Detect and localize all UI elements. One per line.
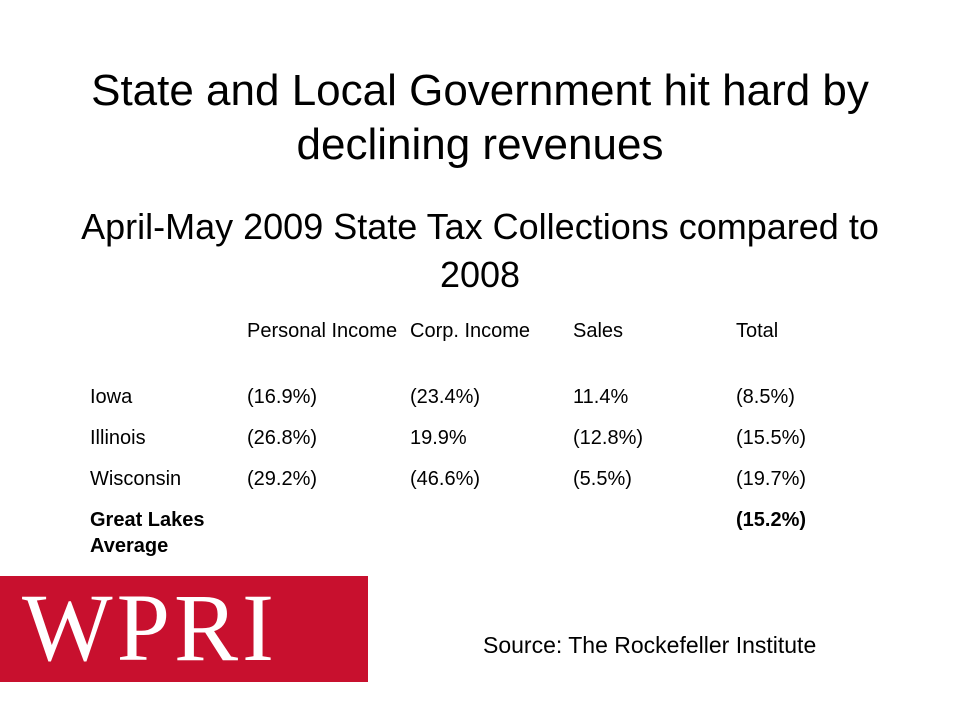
cell-state: Great Lakes Average: [90, 509, 205, 557]
cell-sales: [567, 503, 730, 559]
header-state: [84, 314, 241, 380]
cell-total: (19.7%): [736, 468, 807, 490]
cell-total: (8.5%): [736, 386, 795, 408]
cell-personal-income: (29.2%): [247, 468, 318, 490]
cell-corp-income: [404, 503, 567, 559]
cell-sales: (12.8%): [573, 427, 644, 449]
cell-state: Wisconsin: [90, 468, 182, 490]
cell-corp-income: 19.9%: [410, 427, 467, 449]
header-total: Total: [736, 320, 779, 342]
cell-total: (15.2%): [736, 509, 807, 531]
header-sales: Sales: [573, 320, 624, 342]
cell-state: Iowa: [90, 386, 133, 408]
cell-personal-income: (16.9%): [247, 386, 318, 408]
table-row: Illinois (26.8%) 19.9% (12.8%) (15.5%): [84, 421, 850, 462]
tax-collections-table: Personal Income Corp. Income Sales Total…: [84, 314, 850, 559]
cell-sales: 11.4%: [573, 386, 629, 408]
table-row: Iowa (16.9%) (23.4%) 11.4% (8.5%): [84, 380, 850, 421]
cell-sales: (5.5%): [573, 468, 632, 490]
cell-corp-income: (46.6%): [410, 468, 481, 490]
table-row: Wisconsin (29.2%) (46.6%) (5.5%) (19.7%): [84, 462, 850, 503]
cell-personal-income: [241, 503, 404, 559]
source-citation: Source: The Rockefeller Institute: [483, 632, 817, 658]
table-header-row: Personal Income Corp. Income Sales Total: [84, 314, 850, 380]
header-personal-income: Personal Income: [247, 320, 398, 342]
table-row-average: Great Lakes Average (15.2%): [84, 503, 850, 559]
slide-title: State and Local Government hit hard by d…: [91, 66, 869, 169]
cell-state: Illinois: [90, 427, 146, 449]
header-corp-income: Corp. Income: [410, 320, 531, 342]
cell-corp-income: (23.4%): [410, 386, 481, 408]
slide-subtitle: April-May 2009 State Tax Collections com…: [81, 206, 879, 295]
cell-total: (15.5%): [736, 427, 807, 449]
wpri-logo-text: WPRI: [22, 574, 278, 681]
cell-personal-income: (26.8%): [247, 427, 318, 449]
wpri-logo: WPRI: [0, 576, 368, 682]
